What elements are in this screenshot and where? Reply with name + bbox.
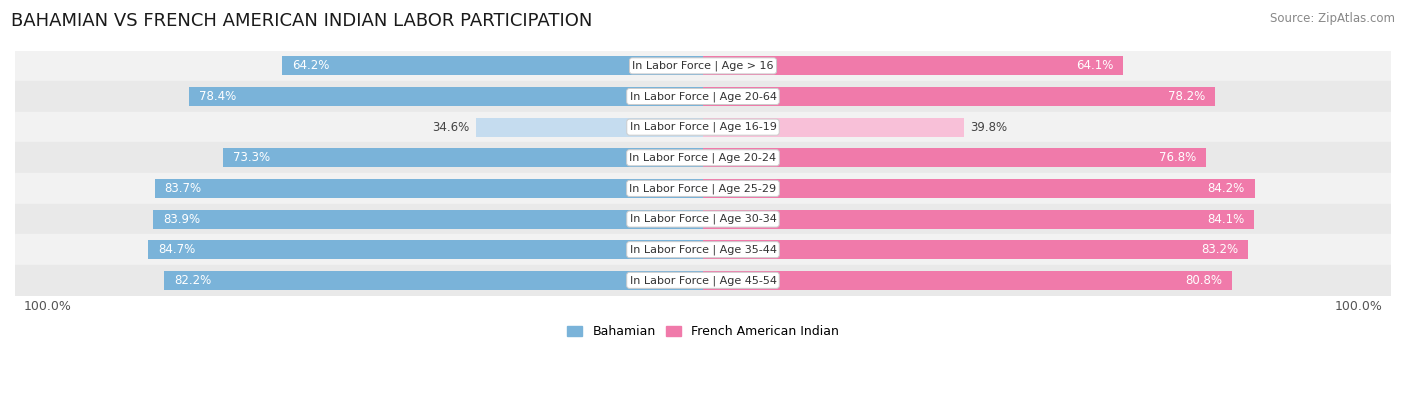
Text: In Labor Force | Age 20-64: In Labor Force | Age 20-64 bbox=[630, 91, 776, 102]
Text: In Labor Force | Age > 16: In Labor Force | Age > 16 bbox=[633, 60, 773, 71]
Bar bbox=[703, 118, 963, 137]
Bar bbox=[190, 87, 703, 106]
Text: 73.3%: 73.3% bbox=[232, 151, 270, 164]
Bar bbox=[222, 148, 703, 167]
Text: In Labor Force | Age 20-24: In Labor Force | Age 20-24 bbox=[630, 152, 776, 163]
Text: In Labor Force | Age 16-19: In Labor Force | Age 16-19 bbox=[630, 122, 776, 132]
Text: In Labor Force | Age 35-44: In Labor Force | Age 35-44 bbox=[630, 245, 776, 255]
Bar bbox=[283, 56, 703, 75]
Text: 83.7%: 83.7% bbox=[165, 182, 201, 195]
Text: 39.8%: 39.8% bbox=[970, 120, 1008, 134]
Text: 78.2%: 78.2% bbox=[1168, 90, 1205, 103]
Text: In Labor Force | Age 30-34: In Labor Force | Age 30-34 bbox=[630, 214, 776, 224]
Bar bbox=[15, 204, 1391, 234]
Text: 80.8%: 80.8% bbox=[1185, 274, 1223, 287]
Bar bbox=[165, 271, 703, 290]
Legend: Bahamian, French American Indian: Bahamian, French American Indian bbox=[562, 320, 844, 343]
Bar bbox=[15, 234, 1391, 265]
Bar bbox=[703, 148, 1206, 167]
Bar bbox=[15, 173, 1391, 204]
Bar bbox=[703, 271, 1233, 290]
Bar bbox=[15, 112, 1391, 143]
Bar bbox=[15, 143, 1391, 173]
Text: BAHAMIAN VS FRENCH AMERICAN INDIAN LABOR PARTICIPATION: BAHAMIAN VS FRENCH AMERICAN INDIAN LABOR… bbox=[11, 12, 592, 30]
Text: In Labor Force | Age 25-29: In Labor Force | Age 25-29 bbox=[630, 183, 776, 194]
Bar bbox=[477, 118, 703, 137]
Text: Source: ZipAtlas.com: Source: ZipAtlas.com bbox=[1270, 12, 1395, 25]
Text: 76.8%: 76.8% bbox=[1159, 151, 1197, 164]
Text: 78.4%: 78.4% bbox=[200, 90, 236, 103]
Bar bbox=[703, 87, 1215, 106]
Text: In Labor Force | Age 45-54: In Labor Force | Age 45-54 bbox=[630, 275, 776, 286]
Bar bbox=[703, 179, 1254, 198]
Text: 83.9%: 83.9% bbox=[163, 213, 200, 226]
Text: 84.2%: 84.2% bbox=[1208, 182, 1244, 195]
Text: 84.1%: 84.1% bbox=[1206, 213, 1244, 226]
Bar bbox=[15, 81, 1391, 112]
Bar bbox=[703, 210, 1254, 229]
Bar bbox=[153, 210, 703, 229]
Bar bbox=[15, 265, 1391, 295]
Bar bbox=[15, 51, 1391, 81]
Bar bbox=[703, 56, 1123, 75]
Bar bbox=[703, 240, 1249, 259]
Text: 34.6%: 34.6% bbox=[433, 120, 470, 134]
Bar bbox=[148, 240, 703, 259]
Text: 64.2%: 64.2% bbox=[292, 59, 329, 72]
Text: 83.2%: 83.2% bbox=[1201, 243, 1239, 256]
Text: 84.7%: 84.7% bbox=[157, 243, 195, 256]
Text: 64.1%: 64.1% bbox=[1076, 59, 1114, 72]
Bar bbox=[155, 179, 703, 198]
Text: 82.2%: 82.2% bbox=[174, 274, 211, 287]
